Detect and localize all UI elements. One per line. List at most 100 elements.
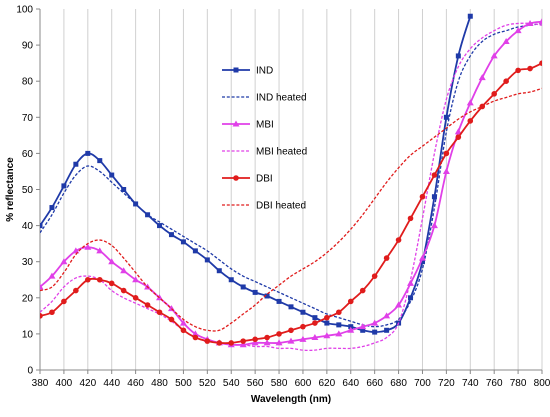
data-point-dbi [383,255,390,261]
data-point-mbi [40,283,44,290]
data-point-dbi [240,338,246,344]
data-point-mbi [191,330,199,337]
data-point-ind [455,53,461,59]
x-tick-label: 800 [534,378,550,389]
legend-marker-ind [233,67,239,73]
data-point-ind [73,161,79,167]
data-point-dbi [539,60,542,66]
x-tick-label: 660 [366,378,383,389]
x-tick-label: 520 [199,378,216,389]
data-point-mbi [251,339,259,346]
data-point-mbi [347,326,355,333]
data-point-dbi [156,309,163,316]
x-tick-label: 720 [438,378,455,389]
series-ind-heated [40,22,542,328]
data-point-mbi [359,323,367,330]
y-tick-label: 90 [22,41,34,52]
x-tick-label: 620 [319,378,336,389]
data-point-dbi [503,78,509,84]
data-point-mbi [287,337,295,344]
series-group [40,13,542,352]
data-point-dbi [455,134,462,140]
data-point-dbi [443,150,450,157]
data-point-mbi [430,222,438,229]
data-point-dbi [49,309,55,316]
data-point-dbi [407,215,414,222]
y-tick-label: 20 [22,293,34,304]
x-tick-label: 380 [32,378,49,389]
y-tick-label: 70 [22,113,34,124]
data-point-ind [324,320,330,326]
legend-item-ind-heated: IND heated [222,93,307,104]
data-point-ind [61,183,67,189]
series-line-mbi-heated [40,22,542,352]
grid-lines [63,9,543,370]
data-point-dbi [168,316,175,323]
x-tick-label: 500 [175,378,192,389]
data-point-mbi [299,335,307,342]
legend-item-dbi-heated: DBI heated [222,201,306,212]
data-point-dbi [288,327,294,334]
legend-item-mbi-heated: MBI heated [222,147,307,158]
data-point-ind [372,329,378,335]
data-point-ind [360,327,366,333]
data-point-mbi [478,74,486,81]
series-mbi [40,18,542,348]
y-tick-label: 50 [22,185,34,196]
x-tick-label: 440 [103,378,120,389]
data-point-dbi [419,193,426,200]
legend-label-ind: IND [256,66,273,77]
data-point-dbi [192,334,199,341]
data-point-ind [121,187,127,192]
x-tick-label: 480 [151,378,168,389]
data-point-ind [228,277,234,283]
data-point-dbi [431,172,438,178]
series-line-mbi [40,20,542,346]
y-tick-label: 40 [22,221,34,232]
legend-label-mbi: MBI [256,120,274,131]
data-point-ind [408,295,414,301]
data-point-mbi [418,254,426,261]
data-point-mbi [454,128,462,135]
data-point-ind [40,223,43,229]
data-point-ind [192,248,198,254]
series-dbi [40,60,542,346]
data-point-dbi [144,302,151,308]
data-point-dbi [204,338,211,344]
data-point-dbi [85,276,91,283]
y-tick-label: 10 [22,329,34,340]
data-point-mbi [490,52,498,59]
x-tick-label: 460 [127,378,144,389]
data-point-mbi [311,334,319,341]
data-point-mbi [96,247,104,254]
data-point-mbi [84,243,92,250]
x-tick-label: 420 [79,378,96,389]
data-point-dbi [527,65,533,72]
data-point-ind [419,259,425,265]
data-point-ind [216,268,222,274]
x-tick-label: 600 [295,378,312,389]
legend-marker-dbi [233,175,239,181]
data-point-dbi [96,276,103,283]
data-point-mbi [514,27,522,34]
legend-item-ind: IND [222,66,273,77]
series-mbi-heated [40,22,542,352]
y-tick-label: 100 [16,5,33,16]
data-point-mbi [48,272,56,279]
data-point-dbi [132,295,139,301]
data-point-ind [97,158,103,164]
data-point-ind [467,13,473,19]
tick-labels: 0 10 20 30 40 50 60 70 80 90 100 380 400 420 440 460 480… [16,5,550,390]
axes [36,8,543,374]
data-point-mbi [335,330,343,337]
data-point-dbi [312,320,318,326]
data-point-ind [384,327,390,333]
data-point-dbi [40,313,43,319]
data-point-dbi [216,340,223,346]
x-tick-label: 540 [223,378,240,389]
data-point-mbi [108,258,116,265]
legend: IND IND heated MBI MBI heated DBI DBI heated [222,66,307,212]
data-point-mbi [263,339,271,346]
data-point-mbi [442,167,450,174]
